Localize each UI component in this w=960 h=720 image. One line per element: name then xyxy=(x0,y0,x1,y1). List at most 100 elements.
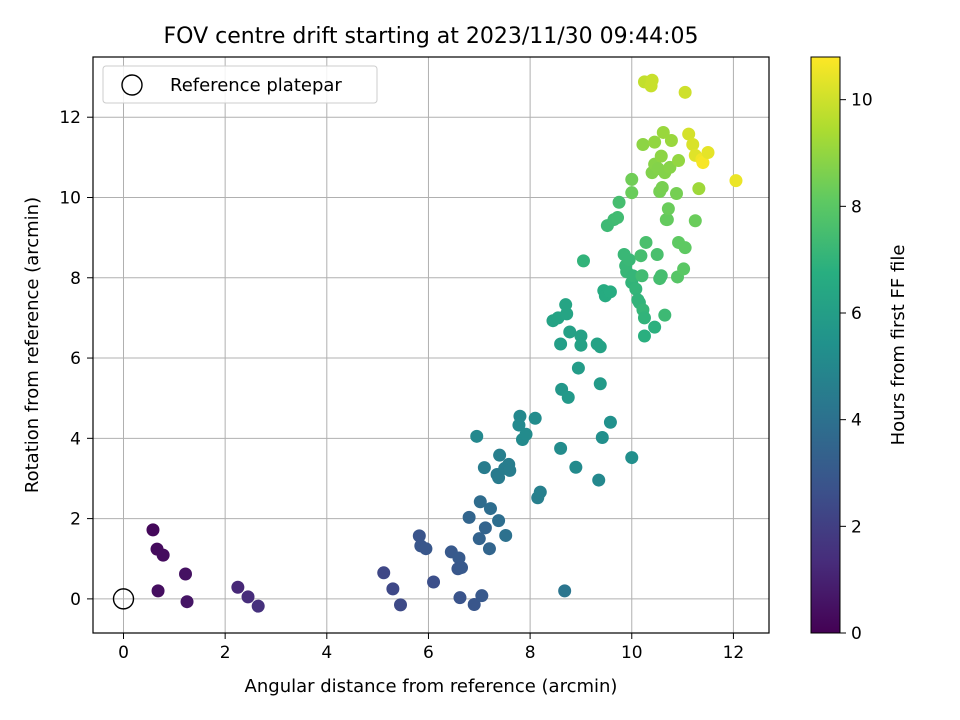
y-tick-label: 2 xyxy=(70,510,81,530)
x-tick-label: 8 xyxy=(525,643,536,663)
data-point xyxy=(454,561,468,575)
data-point xyxy=(636,138,650,152)
data-point xyxy=(677,262,691,276)
data-point xyxy=(251,599,265,613)
colorbar-tick-label: 10 xyxy=(851,91,873,111)
x-axis-label: Angular distance from reference (arcmin) xyxy=(245,676,618,697)
data-point xyxy=(682,127,696,141)
data-point xyxy=(180,595,194,609)
data-point xyxy=(427,575,441,589)
data-point xyxy=(625,172,639,186)
data-point xyxy=(678,85,692,99)
data-point xyxy=(231,580,245,594)
data-point xyxy=(492,514,506,528)
data-point xyxy=(419,542,433,556)
data-point xyxy=(482,542,496,556)
data-point xyxy=(669,186,683,200)
y-tick-label: 0 xyxy=(70,590,81,610)
chart-title: FOV centre drift starting at 2023/11/30 … xyxy=(164,24,699,49)
y-tick-label: 4 xyxy=(70,429,81,449)
data-point xyxy=(626,269,640,283)
data-point xyxy=(625,451,639,465)
y-tick-label: 6 xyxy=(70,349,81,369)
data-point xyxy=(179,567,193,581)
data-point xyxy=(241,590,255,604)
data-point xyxy=(593,340,607,354)
y-tick-label: 12 xyxy=(59,108,81,128)
data-point xyxy=(412,529,426,543)
grid-lines xyxy=(93,57,769,633)
data-point xyxy=(561,390,575,404)
data-point xyxy=(635,269,649,283)
colorbar-tick-label: 4 xyxy=(851,411,862,431)
data-point xyxy=(394,598,408,612)
data-point xyxy=(658,308,672,322)
data-point xyxy=(637,311,651,325)
data-point xyxy=(470,429,484,443)
y-axis-label: Rotation from reference (arcmin) xyxy=(22,197,43,493)
data-point xyxy=(477,461,491,475)
data-point xyxy=(603,285,617,299)
x-tick-label: 2 xyxy=(220,643,231,663)
data-point xyxy=(156,548,170,562)
data-point xyxy=(558,584,572,598)
colorbar-tick-label: 6 xyxy=(851,304,862,324)
data-point xyxy=(475,589,489,603)
data-point xyxy=(554,441,568,455)
data-point xyxy=(664,133,678,147)
data-point xyxy=(151,584,165,598)
data-point xyxy=(492,471,506,485)
data-point xyxy=(660,213,674,227)
data-point xyxy=(654,269,668,283)
reference-marker-layer xyxy=(112,588,135,610)
data-point xyxy=(593,377,607,391)
legend-marker-icon xyxy=(121,74,143,96)
x-tick-label: 12 xyxy=(723,643,745,663)
plot-frame xyxy=(92,56,770,634)
colorbar-label: Hours from first FF file xyxy=(888,245,909,446)
reference-platepar-marker xyxy=(112,588,135,610)
y-tick-label: 8 xyxy=(70,269,81,289)
data-point xyxy=(654,149,668,163)
data-point xyxy=(503,463,517,477)
data-point xyxy=(512,418,526,432)
data-point xyxy=(701,146,715,160)
data-point xyxy=(386,582,400,596)
data-point xyxy=(576,254,590,268)
legend-box xyxy=(102,65,378,104)
y-tick-label: 10 xyxy=(59,188,81,208)
data-point xyxy=(625,186,639,200)
data-point xyxy=(639,235,653,249)
x-tick-label: 4 xyxy=(321,643,332,663)
data-point xyxy=(146,523,160,537)
data-point xyxy=(611,211,625,225)
data-point xyxy=(595,431,609,445)
y-axis-ticks: 0 2 4 6 8 10 12 xyxy=(59,108,93,610)
data-point xyxy=(528,411,542,425)
legend-entry-reference: Reference platepar xyxy=(170,75,342,96)
data-point xyxy=(563,325,577,339)
data-point xyxy=(473,495,487,509)
data-point xyxy=(612,195,626,209)
data-point xyxy=(483,502,497,516)
data-point xyxy=(629,282,643,296)
data-point xyxy=(648,135,662,149)
data-point xyxy=(467,598,481,612)
data-point xyxy=(603,415,617,429)
x-tick-label: 6 xyxy=(423,643,434,663)
x-tick-label: 10 xyxy=(621,643,643,663)
data-point xyxy=(462,510,476,524)
data-point xyxy=(729,174,743,188)
data-point xyxy=(650,247,664,261)
x-axis-ticks: 0 2 4 6 8 10 12 xyxy=(118,633,744,663)
data-point xyxy=(622,253,636,267)
data-point xyxy=(678,241,692,255)
data-point xyxy=(478,521,492,535)
data-point xyxy=(493,448,507,462)
data-point xyxy=(692,182,706,196)
legend: Reference platepar xyxy=(102,65,378,104)
data-point xyxy=(592,473,606,487)
data-point xyxy=(560,307,574,321)
data-point xyxy=(499,528,513,542)
